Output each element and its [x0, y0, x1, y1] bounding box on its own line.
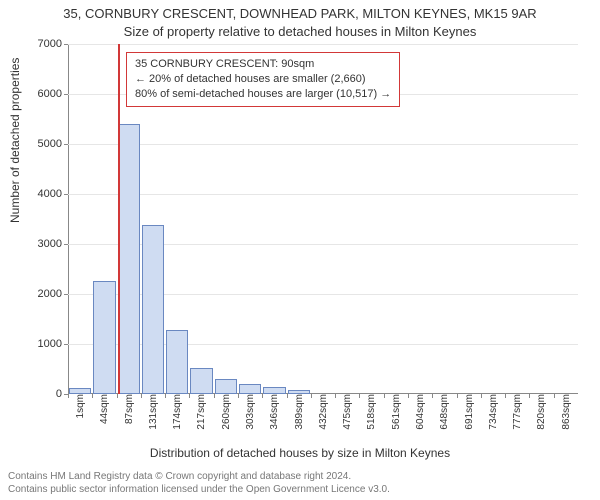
gridline: [68, 194, 578, 195]
histogram-bar: [190, 368, 212, 394]
histogram-bar: [215, 379, 237, 394]
y-tick-label: 5000: [38, 138, 68, 150]
callout-line1: 35 CORNBURY CRESCENT: 90sqm: [135, 57, 391, 72]
y-tick-label: 7000: [38, 38, 68, 50]
x-tick-label: 518sqm: [362, 394, 377, 430]
x-tick-label: 604sqm: [411, 394, 426, 430]
x-tick-label: 777sqm: [508, 394, 523, 430]
x-tick-label: 303sqm: [241, 394, 256, 430]
histogram-bar: [93, 281, 115, 394]
x-tick-mark: [238, 394, 239, 398]
histogram-bar: [263, 387, 285, 394]
x-tick-mark: [505, 394, 506, 398]
x-tick-mark: [359, 394, 360, 398]
y-tick-label: 1000: [38, 338, 68, 350]
y-tick-label: 2000: [38, 288, 68, 300]
y-tick-label: 4000: [38, 188, 68, 200]
property-marker-line: [118, 44, 120, 394]
x-tick-label: 174sqm: [168, 394, 183, 430]
x-tick-label: 1sqm: [71, 394, 86, 418]
footer-attribution: Contains HM Land Registry data © Crown c…: [8, 471, 592, 496]
y-tick-label: 3000: [38, 238, 68, 250]
x-tick-mark: [189, 394, 190, 398]
x-tick-mark: [287, 394, 288, 398]
callout-line2: ← 20% of detached houses are smaller (2,…: [135, 72, 391, 87]
plot-area: 010002000300040005000600070001sqm44sqm87…: [68, 44, 578, 394]
x-tick-mark: [408, 394, 409, 398]
callout-line3: 80% of semi-detached houses are larger (…: [135, 87, 391, 102]
x-tick-mark: [335, 394, 336, 398]
chart-container: { "title_line1": "35, CORNBURY CRESCENT,…: [0, 0, 600, 500]
x-tick-mark: [165, 394, 166, 398]
y-tick-label: 6000: [38, 88, 68, 100]
x-tick-label: 648sqm: [435, 394, 450, 430]
x-tick-label: 734sqm: [484, 394, 499, 430]
x-tick-label: 691sqm: [460, 394, 475, 430]
x-tick-label: 260sqm: [217, 394, 232, 430]
x-tick-label: 389sqm: [290, 394, 305, 430]
y-tick-label: 0: [56, 388, 68, 400]
x-tick-label: 863sqm: [557, 394, 572, 430]
x-tick-mark: [214, 394, 215, 398]
x-tick-mark: [529, 394, 530, 398]
chart-title-line2: Size of property relative to detached ho…: [0, 24, 600, 39]
x-tick-mark: [141, 394, 142, 398]
histogram-bar: [118, 124, 140, 394]
x-tick-label: 217sqm: [192, 394, 207, 430]
x-tick-mark: [457, 394, 458, 398]
x-tick-mark: [311, 394, 312, 398]
x-tick-mark: [481, 394, 482, 398]
x-tick-label: 561sqm: [387, 394, 402, 430]
gridline: [68, 44, 578, 45]
x-axis-label: Distribution of detached houses by size …: [0, 446, 600, 460]
y-axis-label: Number of detached properties: [8, 58, 22, 223]
x-tick-mark: [432, 394, 433, 398]
property-callout: 35 CORNBURY CRESCENT: 90sqm← 20% of deta…: [126, 52, 400, 107]
x-tick-label: 475sqm: [338, 394, 353, 430]
x-tick-label: 432sqm: [314, 394, 329, 430]
x-tick-mark: [384, 394, 385, 398]
x-tick-mark: [262, 394, 263, 398]
x-tick-mark: [92, 394, 93, 398]
x-tick-label: 346sqm: [265, 394, 280, 430]
x-tick-mark: [68, 394, 69, 398]
x-tick-label: 44sqm: [95, 394, 110, 424]
x-tick-label: 131sqm: [144, 394, 159, 430]
gridline: [68, 144, 578, 145]
y-axis-line: [68, 44, 69, 394]
histogram-bar: [142, 225, 164, 394]
x-tick-mark: [117, 394, 118, 398]
histogram-bar: [166, 330, 188, 394]
histogram-bar: [239, 384, 261, 394]
x-tick-label: 87sqm: [120, 394, 135, 424]
x-tick-label: 820sqm: [532, 394, 547, 430]
footer-line1: Contains HM Land Registry data © Crown c…: [8, 471, 592, 484]
chart-title-line1: 35, CORNBURY CRESCENT, DOWNHEAD PARK, MI…: [0, 6, 600, 21]
x-tick-mark: [554, 394, 555, 398]
footer-line2: Contains public sector information licen…: [8, 484, 592, 497]
